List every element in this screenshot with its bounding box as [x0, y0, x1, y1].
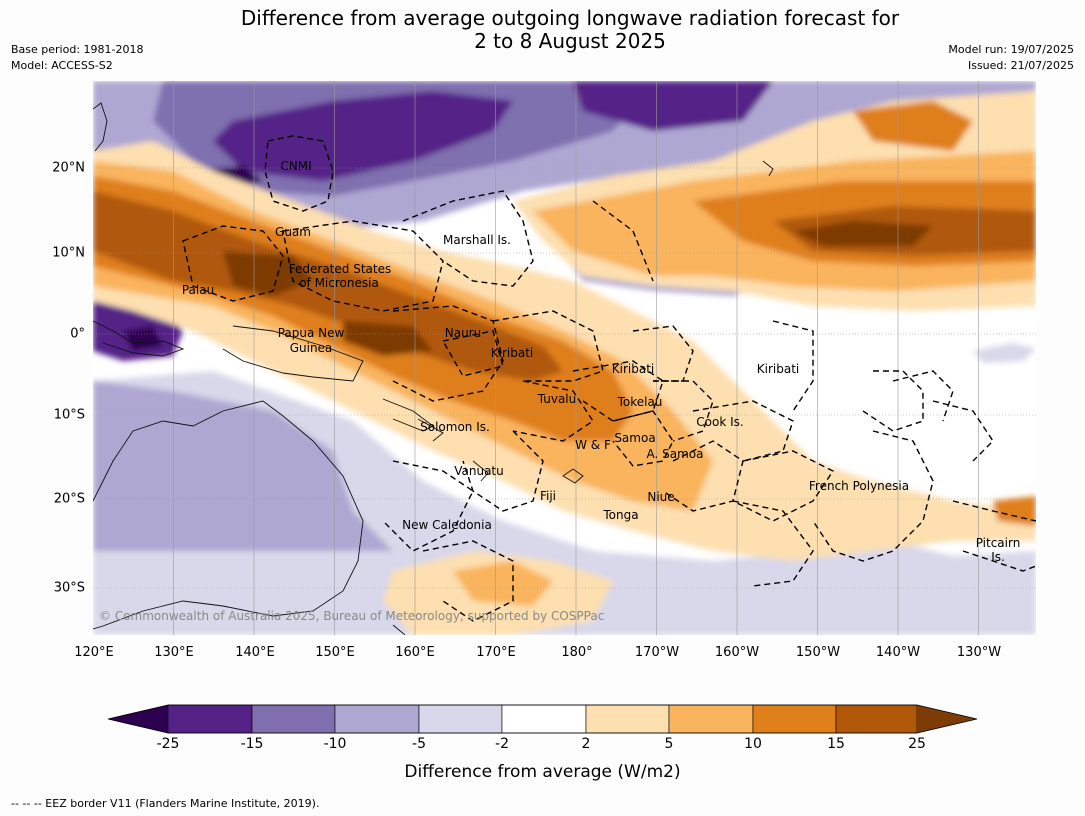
- lon-label-170w: 170°W: [634, 645, 680, 660]
- lon-label-140w: 140°W: [875, 645, 921, 660]
- colorbar-extend-high: [917, 705, 977, 733]
- eez-borders: [182, 135, 1036, 622]
- colorbar-tick: 25: [908, 736, 926, 752]
- lon-label-160w: 160°W: [714, 645, 760, 660]
- base-period: Base period: 1981-2018: [11, 43, 144, 56]
- place-samoa: Samoa: [614, 431, 655, 445]
- place-labels: CNMI Guam Marshall Is. Federated States …: [182, 159, 1020, 564]
- colorbar-bin: [418, 704, 503, 734]
- place-solomon: Solomon Is.: [420, 420, 490, 434]
- title-line-2: 2 to 8 August 2025: [474, 29, 666, 53]
- place-png-1: Papua New: [278, 326, 345, 340]
- colorbar: [108, 704, 978, 734]
- lon-label-130w: 130°W: [956, 645, 1002, 660]
- colorbar-tick: -25: [156, 736, 180, 752]
- place-new-caledonia: New Caledonia: [402, 518, 492, 532]
- place-fiji: Fiji: [540, 489, 556, 503]
- colorbar-tick: -5: [412, 736, 426, 752]
- copyright-notice: © Commonwealth of Australia 2025, Bureau…: [99, 609, 605, 623]
- colorbar-extend-low: [108, 705, 168, 733]
- colorbar-bin: [251, 704, 336, 734]
- meta-left: Base period: 1981-2018 Model: ACCESS-S2: [11, 42, 143, 74]
- colorbar-tick: 15: [827, 736, 845, 752]
- place-kiribati-central: Kiribati: [612, 362, 654, 376]
- lat-label-10n: 10°N: [52, 245, 85, 261]
- lon-label-140e: 140°E: [235, 645, 275, 660]
- lon-label-170e: 170°E: [476, 645, 516, 660]
- eez-footnote: -- -- -- EEZ border V11 (Flanders Marine…: [11, 797, 320, 810]
- colorbar-bin: [501, 704, 587, 734]
- place-tokelau: Tokelau: [617, 395, 663, 409]
- coastlines: [93, 102, 774, 635]
- place-guam: Guam: [275, 225, 311, 239]
- graticule: [93, 81, 1036, 635]
- place-niue: Niue: [647, 490, 674, 504]
- colorbar-bin: [167, 704, 253, 734]
- place-pitcairn-2: Is.: [991, 550, 1005, 564]
- place-kiribati-west: Kiribati: [491, 346, 533, 360]
- colorbar-tick: 10: [744, 736, 762, 752]
- lon-label-160e: 160°E: [395, 645, 435, 660]
- colorbar-bin: [585, 704, 670, 734]
- model-name: Model: ACCESS-S2: [11, 59, 113, 72]
- meta-right: Model run: 19/07/2025 Issued: 21/07/2025: [948, 42, 1074, 74]
- lat-label-30s: 30°S: [53, 580, 85, 596]
- place-cook: Cook Is.: [696, 415, 743, 429]
- anomaly-fields: [93, 81, 1036, 635]
- colorbar-tick: -2: [495, 736, 509, 752]
- lon-label-180: 180°: [561, 645, 593, 660]
- model-run: Model run: 19/07/2025: [948, 43, 1074, 56]
- colorbar-tick: -10: [323, 736, 347, 752]
- place-fsm-2: of Micronesia: [299, 276, 379, 290]
- colorbar-bin: [668, 704, 754, 734]
- lon-label-150e: 150°E: [315, 645, 355, 660]
- colorbar-bin: [835, 704, 918, 734]
- chart-title: Difference from average outgoing longwav…: [0, 7, 1085, 53]
- place-american-samoa: A. Samoa: [647, 447, 704, 461]
- lat-label-10s: 10°S: [53, 407, 85, 423]
- place-palau: Palau: [182, 283, 214, 297]
- colorbar-tick: 2: [581, 736, 591, 752]
- lon-label-120e: 120°E: [74, 645, 114, 660]
- place-pitcairn-1: Pitcairn: [976, 536, 1021, 550]
- place-nauru: Nauru: [445, 326, 481, 340]
- place-wallis-futuna: W & F: [575, 438, 611, 452]
- place-french-polynesia: French Polynesia: [809, 479, 909, 493]
- place-kiribati-east: Kiribati: [757, 362, 799, 376]
- issued-date: Issued: 21/07/2025: [967, 59, 1074, 72]
- place-marshall: Marshall Is.: [443, 233, 511, 247]
- colorbar-tick: -15: [240, 736, 264, 752]
- place-tuvalu: Tuvalu: [537, 392, 577, 406]
- olr-anomaly-map: CNMI Guam Marshall Is. Federated States …: [93, 81, 1036, 635]
- colorbar-bin: [334, 704, 420, 734]
- lat-label-0: 0°: [70, 326, 85, 342]
- place-fsm-1: Federated States: [289, 262, 391, 276]
- place-cnmi: CNMI: [280, 159, 311, 173]
- title-line-1: Difference from average outgoing longwav…: [240, 6, 900, 30]
- colorbar-label: Difference from average (W/m2): [404, 762, 681, 782]
- place-tonga: Tonga: [602, 508, 638, 522]
- colorbar-bin: [752, 704, 837, 734]
- place-png-2: Guinea: [290, 341, 333, 355]
- lat-label-20n: 20°N: [52, 160, 85, 176]
- lat-label-20s: 20°S: [53, 491, 85, 507]
- lon-label-150w: 150°W: [795, 645, 841, 660]
- colorbar-outline: [108, 704, 978, 734]
- place-vanuatu: Vanuatu: [454, 464, 504, 478]
- colorbar-tick: 5: [664, 736, 674, 752]
- lon-label-130e: 130°E: [154, 645, 194, 660]
